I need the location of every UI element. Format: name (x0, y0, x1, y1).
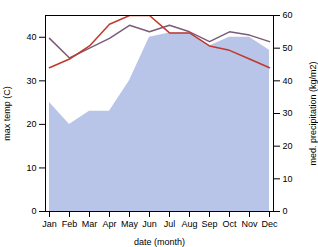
svg-text:Apr: Apr (102, 219, 116, 229)
svg-text:Feb: Feb (62, 219, 78, 229)
svg-text:May: May (121, 219, 139, 229)
svg-text:40: 40 (283, 76, 293, 86)
svg-text:Nov: Nov (241, 219, 258, 229)
svg-text:max temp (C): max temp (C) (2, 86, 12, 141)
svg-text:0: 0 (31, 206, 36, 216)
svg-text:Sep: Sep (201, 219, 217, 229)
svg-text:0: 0 (283, 206, 288, 216)
svg-text:30: 30 (26, 76, 36, 86)
svg-text:40: 40 (26, 32, 36, 42)
svg-text:Dec: Dec (261, 219, 278, 229)
svg-text:med. precipitation (kg/m2): med. precipitation (kg/m2) (308, 61, 318, 165)
svg-text:Aug: Aug (181, 219, 197, 229)
svg-text:date (month): date (month) (134, 237, 185, 247)
svg-text:Jun: Jun (142, 219, 157, 229)
svg-text:Jul: Jul (164, 219, 176, 229)
svg-text:Mar: Mar (82, 219, 98, 229)
svg-text:20: 20 (26, 119, 36, 129)
svg-text:60: 60 (283, 10, 293, 20)
svg-text:20: 20 (283, 141, 293, 151)
svg-text:30: 30 (283, 108, 293, 118)
svg-text:50: 50 (283, 43, 293, 53)
svg-text:10: 10 (26, 163, 36, 173)
svg-text:Oct: Oct (222, 219, 237, 229)
svg-text:10: 10 (283, 174, 293, 184)
svg-text:Jan: Jan (42, 219, 57, 229)
